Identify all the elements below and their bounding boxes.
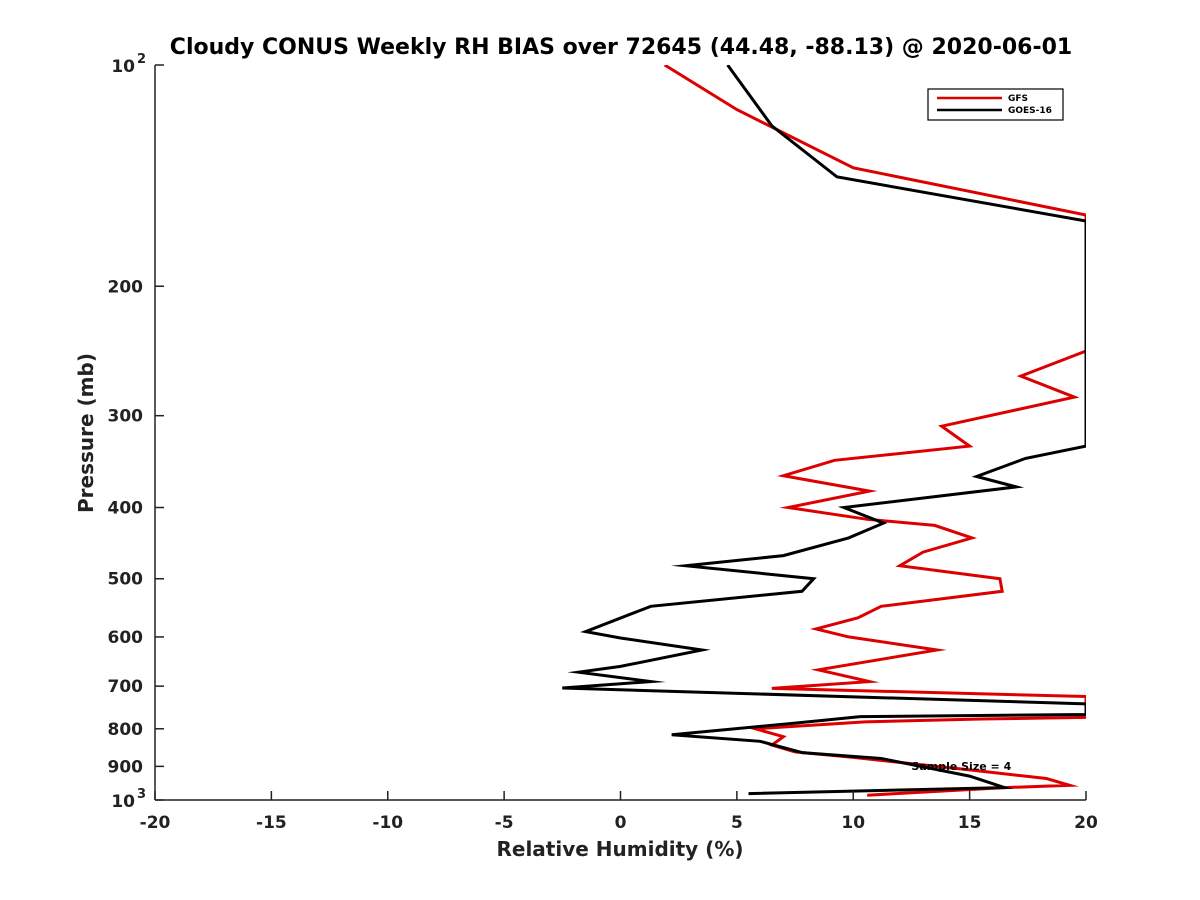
y-tick-label: 600 — [108, 628, 144, 648]
x-tick-label: 15 — [958, 813, 982, 833]
legend-box — [927, 88, 1064, 121]
y-tick-label: 300 — [108, 407, 144, 427]
x-tick-label: -10 — [372, 813, 403, 833]
y-tick-exponent: 3 — [137, 787, 146, 802]
sample-size-annotation: Sample Size = 4 — [911, 760, 1011, 773]
legend-label-goes16: GOES-16 — [1008, 106, 1052, 116]
x-axis-ticks: -20 -15 -10 -5 0 5 10 15 20 — [140, 791, 1098, 833]
y-tick-label: 10 — [111, 57, 135, 77]
y-tick-label: 10 — [111, 792, 135, 812]
x-tick-label: -15 — [256, 813, 287, 833]
x-axis-label: Relative Humidity (%) — [496, 837, 743, 861]
y-axis-label: Pressure (mb) — [74, 353, 98, 513]
chart-title: Cloudy CONUS Weekly RH BIAS over 72645 (… — [170, 35, 1072, 60]
y-tick-label: 700 — [108, 677, 144, 697]
x-tick-label: -5 — [495, 813, 514, 833]
y-tick-label: 500 — [108, 570, 144, 590]
y-tick-label: 800 — [108, 720, 144, 740]
x-tick-label: 10 — [841, 813, 865, 833]
x-tick-label: -20 — [140, 813, 171, 833]
y-tick-label: 900 — [108, 757, 144, 777]
legend-label-gfs: GFS — [1008, 94, 1028, 104]
x-tick-label: 0 — [615, 813, 627, 833]
series-line-goes16 — [562, 65, 1086, 796]
y-tick-label: 400 — [108, 499, 144, 519]
x-tick-label: 5 — [731, 813, 743, 833]
series-layer — [562, 65, 1086, 797]
y-tick-label: 200 — [108, 277, 144, 297]
x-tick-label: 20 — [1074, 813, 1098, 833]
legend: GFS GOES-16 — [927, 88, 1064, 121]
y-tick-exponent: 2 — [137, 52, 146, 67]
